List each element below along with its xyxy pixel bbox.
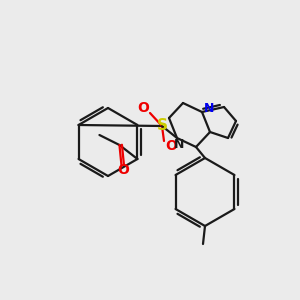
Text: S: S xyxy=(157,118,167,134)
Text: O: O xyxy=(137,101,149,115)
Text: O: O xyxy=(118,163,129,177)
Text: N: N xyxy=(204,103,214,116)
Text: N: N xyxy=(174,139,184,152)
Text: O: O xyxy=(165,139,177,153)
